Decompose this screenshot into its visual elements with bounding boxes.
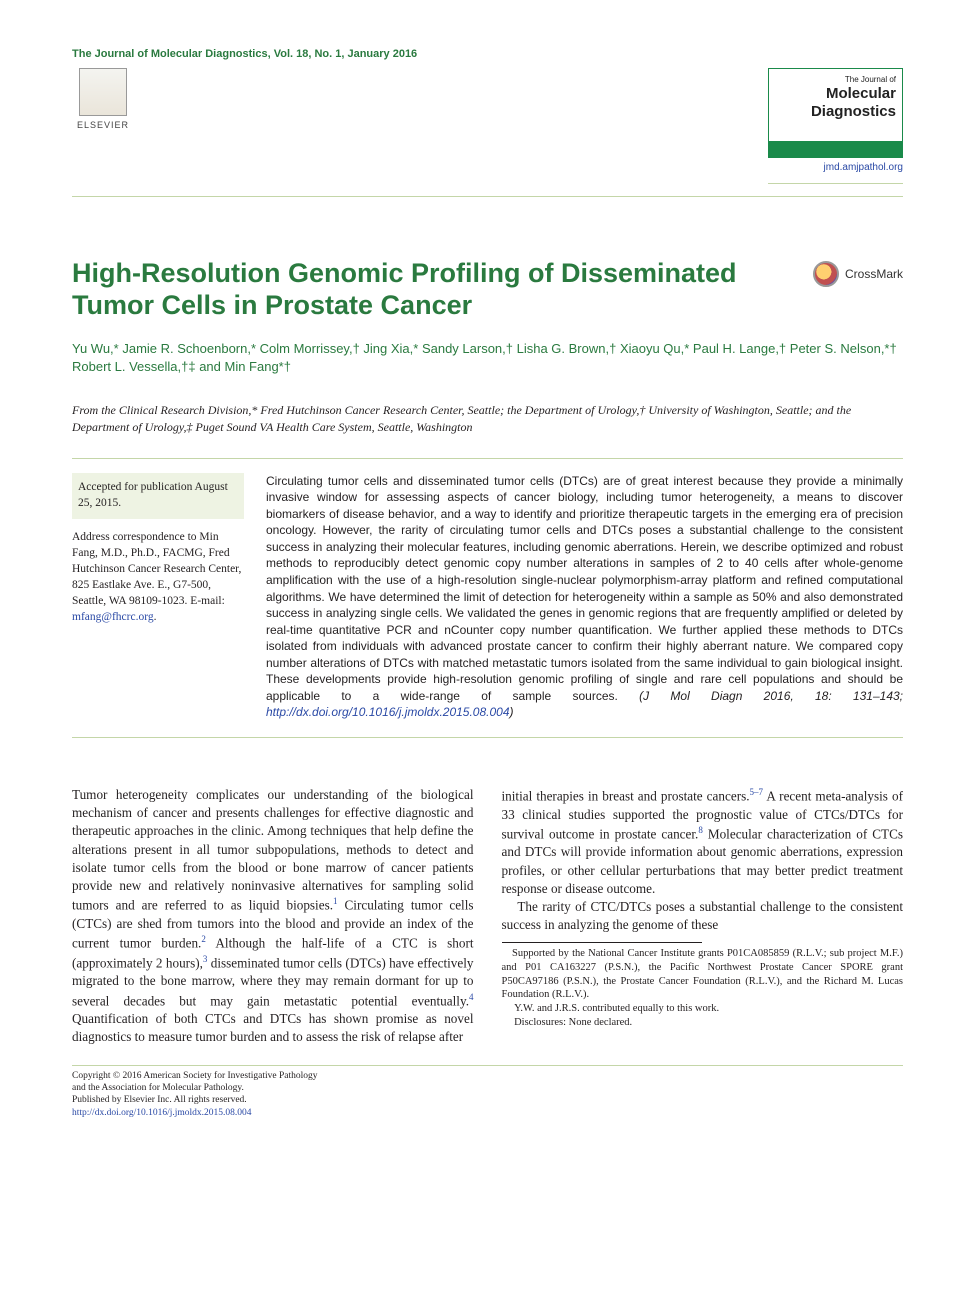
journal-cover-prefix: The Journal of bbox=[775, 75, 896, 84]
journal-cover-box: The Journal of Molecular Diagnostics jmd… bbox=[768, 68, 903, 184]
crossmark-icon bbox=[813, 261, 839, 287]
citation-suffix: ) bbox=[510, 705, 514, 719]
footnote-divider bbox=[502, 942, 703, 943]
header-row: ELSEVIER The Journal of Molecular Diagno… bbox=[72, 68, 903, 184]
correspondence-suffix: . bbox=[154, 611, 157, 623]
journal-cover-word1: Molecular bbox=[775, 86, 896, 102]
body-text: initial therapies in breast and prostate… bbox=[502, 788, 750, 803]
abstract-text: Circulating tumor cells and disseminated… bbox=[266, 474, 903, 703]
title-row: High-Resolution Genomic Profiling of Dis… bbox=[72, 257, 903, 322]
footnote-support: Supported by the National Cancer Institu… bbox=[502, 947, 904, 1002]
copyright-block: Copyright © 2016 American Society for In… bbox=[72, 1070, 317, 1119]
copyright-line: Published by Elsevier Inc. All rights re… bbox=[72, 1094, 317, 1106]
ref-link[interactable]: 4 bbox=[469, 992, 474, 1002]
body-paragraph: Tumor heterogeneity complicates our unde… bbox=[72, 786, 474, 1047]
crossmark-badge[interactable]: CrossMark bbox=[813, 261, 903, 287]
journal-issue-line: The Journal of Molecular Diagnostics, Vo… bbox=[72, 48, 903, 60]
body-text: Tumor heterogeneity complicates our unde… bbox=[72, 787, 474, 913]
header-divider bbox=[72, 196, 903, 197]
crossmark-label: CrossMark bbox=[845, 267, 903, 281]
accepted-date: Accepted for publication August 25, 2015… bbox=[72, 473, 244, 519]
publisher-label: ELSEVIER bbox=[77, 120, 129, 130]
copyright-line: Copyright © 2016 American Society for In… bbox=[72, 1070, 317, 1082]
abstract: Circulating tumor cells and disseminated… bbox=[266, 473, 903, 721]
elsevier-tree-icon bbox=[79, 68, 127, 116]
correspondence-email-link[interactable]: mfang@fhcrc.org bbox=[72, 611, 154, 623]
page-footer: Copyright © 2016 American Society for In… bbox=[72, 1065, 903, 1119]
footnote-contribution: Y.W. and J.R.S. contributed equally to t… bbox=[502, 1002, 904, 1016]
body-columns: Tumor heterogeneity complicates our unde… bbox=[72, 786, 903, 1047]
journal-cover-band bbox=[769, 141, 902, 157]
meta-abstract-row: Accepted for publication August 25, 2015… bbox=[72, 458, 903, 738]
footer-doi-link[interactable]: http://dx.doi.org/10.1016/j.jmoldx.2015.… bbox=[72, 1108, 252, 1118]
footnote-disclosures: Disclosures: None declared. bbox=[502, 1016, 904, 1030]
footnotes: Supported by the National Cancer Institu… bbox=[502, 947, 904, 1029]
citation-prefix: (J Mol Diagn 2016, 18: 131–143; bbox=[639, 689, 903, 703]
author-list: Yu Wu,* Jamie R. Schoenborn,* Colm Morri… bbox=[72, 340, 903, 376]
journal-url-link[interactable]: jmd.amjpathol.org bbox=[768, 162, 903, 184]
article-meta: Accepted for publication August 25, 2015… bbox=[72, 473, 244, 721]
body-paragraph: The rarity of CTC/DTCs poses a substanti… bbox=[502, 898, 904, 934]
article-title: High-Resolution Genomic Profiling of Dis… bbox=[72, 257, 772, 322]
doi-link[interactable]: http://dx.doi.org/10.1016/j.jmoldx.2015.… bbox=[266, 705, 510, 719]
correspondence-text: Address correspondence to Min Fang, M.D.… bbox=[72, 531, 241, 607]
body-text: Quantification of both CTCs and DTCs has… bbox=[72, 1011, 474, 1044]
correspondence-block: Address correspondence to Min Fang, M.D.… bbox=[72, 529, 244, 626]
journal-cover: The Journal of Molecular Diagnostics bbox=[768, 68, 903, 158]
copyright-line: and the Association for Molecular Pathol… bbox=[72, 1082, 317, 1094]
body-paragraph: initial therapies in breast and prostate… bbox=[502, 786, 904, 898]
affiliations: From the Clinical Research Division,* Fr… bbox=[72, 402, 903, 436]
journal-cover-word2: Diagnostics bbox=[775, 104, 896, 120]
publisher-logo: ELSEVIER bbox=[72, 68, 134, 138]
ref-link[interactable]: 5–7 bbox=[750, 787, 764, 797]
